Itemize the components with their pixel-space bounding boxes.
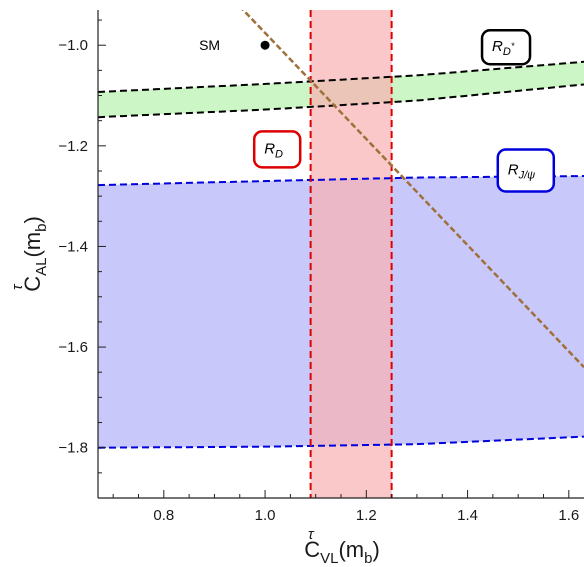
label-r-dstar-base: R [492, 38, 503, 55]
region-r-d [310, 10, 392, 498]
y-axis-title: CAL(mb) [20, 216, 50, 292]
label-r-d-box [252, 130, 302, 169]
label-r-jpsi-box [496, 148, 556, 193]
label-r-jpsi-base: R [508, 161, 519, 178]
x-tick-label: 1.2 [356, 507, 377, 524]
label-r-d-text: RD [264, 140, 283, 160]
label-r-jpsi-sub: J/ψ [518, 169, 536, 181]
x-axis-title: CVL(mb) [304, 537, 380, 567]
label-r-dstar-subsup: * [511, 41, 515, 51]
r-jpsi-upper-boundary [98, 175, 584, 187]
r-dstar-upper-boundary [98, 60, 584, 93]
y-tick-label: −1.4 [58, 238, 88, 255]
x-tick-label: 1.0 [255, 507, 276, 524]
label-r-dstar-sub: D [503, 46, 511, 58]
label-r-dstar-text: RD* [492, 38, 515, 58]
label-r-d: RD [252, 130, 302, 169]
label-r-dstar-box [480, 28, 532, 66]
label-r-d-sub: D [275, 148, 283, 160]
sm-point [260, 40, 270, 50]
r-jpsi-lower-boundary [98, 435, 584, 449]
label-r-jpsi: RJ/ψ [496, 148, 556, 193]
x-axis-title-sup: τ [308, 526, 315, 543]
y-tick-label: −1.6 [58, 339, 88, 356]
combined-constraint-line [241, 10, 584, 369]
sm-label: SM [199, 37, 220, 53]
y-tick-label: −1.0 [58, 37, 88, 54]
y-axis-title-sup: τ [9, 283, 26, 290]
x-tick-label: 1.6 [558, 507, 579, 524]
x-tick-label: 0.8 [153, 507, 174, 524]
y-tick-label: −1.8 [58, 440, 88, 457]
x-tick-label: 1.4 [457, 507, 478, 524]
y-tick-label: −1.2 [58, 138, 88, 155]
label-r-dstar: RD* [480, 28, 532, 66]
label-r-d-base: R [264, 140, 275, 157]
r-dstar-lower-boundary [98, 83, 584, 119]
axis-ticks: 0.8 1.0 1.2 1.4 1.6 −1.8 −1.6 −1.4 −1.2 −1.0 [58, 19, 579, 524]
label-r-jpsi-text: RJ/ψ [508, 161, 535, 181]
